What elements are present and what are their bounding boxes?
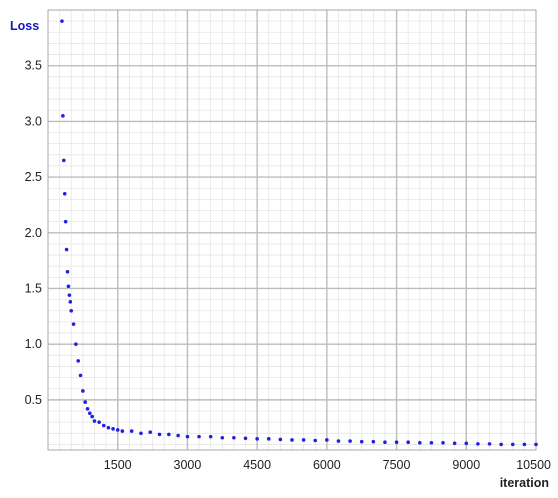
data-point: [534, 442, 538, 447]
data-point: [266, 437, 271, 441]
data-point: [111, 427, 115, 431]
plot-frame: [47, 9, 537, 451]
data-point: [65, 269, 70, 274]
y-tick-label: 1.0: [25, 337, 42, 351]
data-point: [197, 434, 201, 439]
data-point: [74, 342, 78, 346]
data-point: [176, 433, 180, 438]
y-tick-label: 2.0: [25, 226, 42, 240]
data-point: [106, 425, 111, 430]
data-point: [406, 440, 410, 445]
y-tick-label: 1.5: [25, 281, 42, 295]
y-tick-label: 3.0: [25, 114, 42, 128]
data-point: [499, 442, 503, 447]
data-point: [452, 441, 457, 446]
data-point: [61, 114, 65, 118]
data-point: [301, 438, 306, 442]
data-point: [313, 438, 318, 443]
data-point: [418, 440, 422, 445]
data-point: [278, 437, 283, 442]
data-point: [66, 284, 71, 289]
data-point: [101, 423, 106, 428]
data-point: [88, 411, 92, 416]
data-point: [81, 389, 85, 393]
data-point: [510, 442, 515, 447]
data-point: [325, 438, 329, 442]
y-tick-labels: 0.5 1.0 1.5 2.0 2.5 3.0 3.5: [25, 59, 42, 407]
x-tick-label: 6000: [313, 458, 341, 472]
data-point: [290, 438, 294, 442]
x-tick-label: 10500: [516, 458, 551, 472]
y-tick-label: 3.5: [25, 59, 42, 73]
y-tick-label: 0.5: [25, 393, 42, 407]
data-point: [90, 414, 94, 419]
data-point: [522, 442, 527, 447]
x-tick-label: 9000: [452, 458, 480, 472]
x-axis-title: iteration: [500, 476, 549, 490]
data-point: [208, 434, 213, 439]
data-point: [60, 19, 64, 23]
data-point: [62, 158, 66, 163]
major-grid: [48, 10, 536, 450]
data-point: [63, 219, 68, 224]
data-point: [76, 359, 81, 363]
data-point: [67, 293, 72, 297]
data-point: [255, 437, 259, 441]
series-points: [60, 19, 538, 447]
data-point: [62, 191, 67, 196]
data-point: [139, 431, 143, 436]
data-point: [383, 440, 387, 445]
x-tick-label: 1500: [104, 458, 132, 472]
data-point: [220, 435, 225, 440]
data-point: [92, 419, 97, 423]
data-point: [185, 434, 190, 439]
minor-grid: [47, 9, 537, 450]
data-point: [243, 436, 248, 441]
data-point: [120, 429, 125, 433]
data-point: [115, 428, 120, 432]
data-point: [85, 406, 90, 411]
data-point: [232, 435, 236, 440]
data-point: [487, 442, 492, 446]
data-point: [441, 440, 445, 445]
data-point: [71, 322, 76, 326]
data-point: [78, 373, 83, 378]
data-point: [476, 442, 480, 446]
data-point: [68, 300, 73, 304]
data-point: [157, 432, 162, 437]
x-tick-labels: 1500 3000 4500 6000 7500 9000 10500: [104, 458, 551, 472]
data-point: [83, 400, 87, 404]
data-point: [348, 439, 352, 443]
x-tick-label: 7500: [383, 458, 411, 472]
data-point: [148, 430, 153, 434]
y-axis-title: Loss: [10, 19, 39, 33]
x-tick-label: 4500: [243, 458, 271, 472]
data-point: [394, 440, 399, 445]
data-point: [371, 439, 376, 444]
data-point: [69, 308, 74, 313]
data-point: [129, 429, 134, 433]
data-point: [167, 432, 171, 437]
data-point: [97, 420, 101, 424]
data-point: [336, 439, 341, 443]
data-point: [64, 247, 69, 252]
data-point: [429, 440, 434, 445]
data-point: [464, 441, 469, 446]
data-point: [359, 439, 364, 444]
x-tick-label: 3000: [174, 458, 202, 472]
y-tick-label: 2.5: [25, 170, 42, 184]
